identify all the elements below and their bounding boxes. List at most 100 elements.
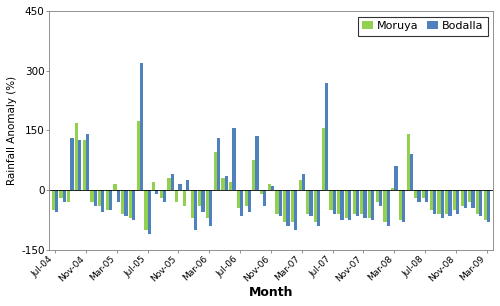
Bar	[140, 63, 143, 190]
Bar	[410, 155, 413, 190]
Bar	[109, 190, 112, 210]
Bar	[163, 190, 166, 202]
Bar	[136, 121, 140, 190]
Bar	[406, 134, 410, 190]
Bar	[302, 174, 305, 190]
Bar	[402, 190, 406, 222]
Bar	[170, 174, 174, 190]
Bar	[144, 190, 148, 230]
Bar	[386, 190, 390, 226]
Bar	[116, 190, 120, 202]
Bar	[202, 190, 204, 212]
Bar	[214, 152, 217, 190]
Bar	[186, 180, 190, 190]
Bar	[464, 190, 467, 208]
Bar	[445, 190, 448, 214]
Bar	[460, 190, 464, 206]
Bar	[132, 190, 136, 220]
Bar	[129, 190, 132, 218]
Bar	[322, 129, 325, 190]
Bar	[422, 190, 425, 198]
Bar	[263, 190, 266, 206]
Bar	[121, 190, 124, 214]
Bar	[224, 176, 228, 190]
Bar	[183, 190, 186, 206]
Bar	[206, 190, 209, 218]
Bar	[391, 188, 394, 190]
Bar	[101, 190, 104, 212]
Bar	[360, 190, 364, 214]
Bar	[337, 190, 340, 214]
Bar	[384, 190, 386, 222]
Bar	[468, 190, 471, 202]
Bar	[352, 190, 356, 214]
Bar	[330, 190, 332, 210]
Bar	[317, 190, 320, 226]
Bar	[310, 190, 312, 216]
Bar	[376, 190, 379, 202]
Bar	[278, 190, 282, 216]
Bar	[62, 190, 66, 202]
Bar	[124, 190, 128, 216]
Bar	[94, 190, 97, 206]
Bar	[152, 182, 155, 190]
Bar	[348, 190, 352, 220]
Bar	[456, 190, 460, 214]
Bar	[260, 190, 263, 194]
Bar	[271, 186, 274, 190]
Bar	[114, 184, 116, 190]
Bar	[371, 190, 374, 220]
Bar	[190, 190, 194, 218]
Bar	[430, 190, 433, 210]
Bar	[314, 190, 317, 222]
Bar	[155, 190, 158, 194]
Bar	[232, 129, 235, 190]
Bar	[438, 190, 440, 214]
Bar	[178, 184, 182, 190]
Bar	[256, 136, 258, 190]
Bar	[217, 138, 220, 190]
Bar	[340, 190, 344, 220]
Bar	[98, 190, 101, 206]
Bar	[472, 190, 474, 208]
X-axis label: Month: Month	[248, 286, 293, 299]
Bar	[476, 190, 479, 214]
Bar	[332, 190, 336, 214]
Bar	[484, 190, 487, 220]
Bar	[399, 190, 402, 220]
Bar	[425, 190, 428, 202]
Bar	[379, 190, 382, 206]
Bar	[325, 83, 328, 190]
Bar	[479, 190, 482, 216]
Bar	[268, 184, 271, 190]
Y-axis label: Rainfall Anomaly (%): Rainfall Anomaly (%)	[7, 76, 17, 185]
Bar	[294, 190, 298, 230]
Bar	[160, 190, 163, 198]
Bar	[175, 190, 178, 202]
Bar	[440, 190, 444, 218]
Bar	[418, 190, 420, 202]
Bar	[209, 190, 212, 226]
Bar	[345, 190, 348, 218]
Bar	[453, 190, 456, 210]
Bar	[291, 190, 294, 222]
Bar	[67, 190, 70, 202]
Bar	[75, 122, 78, 190]
Bar	[298, 180, 302, 190]
Bar	[60, 190, 62, 198]
Bar	[229, 182, 232, 190]
Bar	[237, 190, 240, 208]
Bar	[148, 190, 150, 234]
Bar	[368, 190, 371, 218]
Bar	[244, 190, 248, 206]
Bar	[240, 190, 244, 216]
Bar	[86, 134, 89, 190]
Bar	[394, 166, 398, 190]
Bar	[222, 178, 224, 190]
Bar	[283, 190, 286, 222]
Bar	[90, 190, 94, 202]
Bar	[448, 190, 452, 216]
Bar	[194, 190, 197, 230]
Bar	[82, 140, 86, 190]
Bar	[168, 178, 170, 190]
